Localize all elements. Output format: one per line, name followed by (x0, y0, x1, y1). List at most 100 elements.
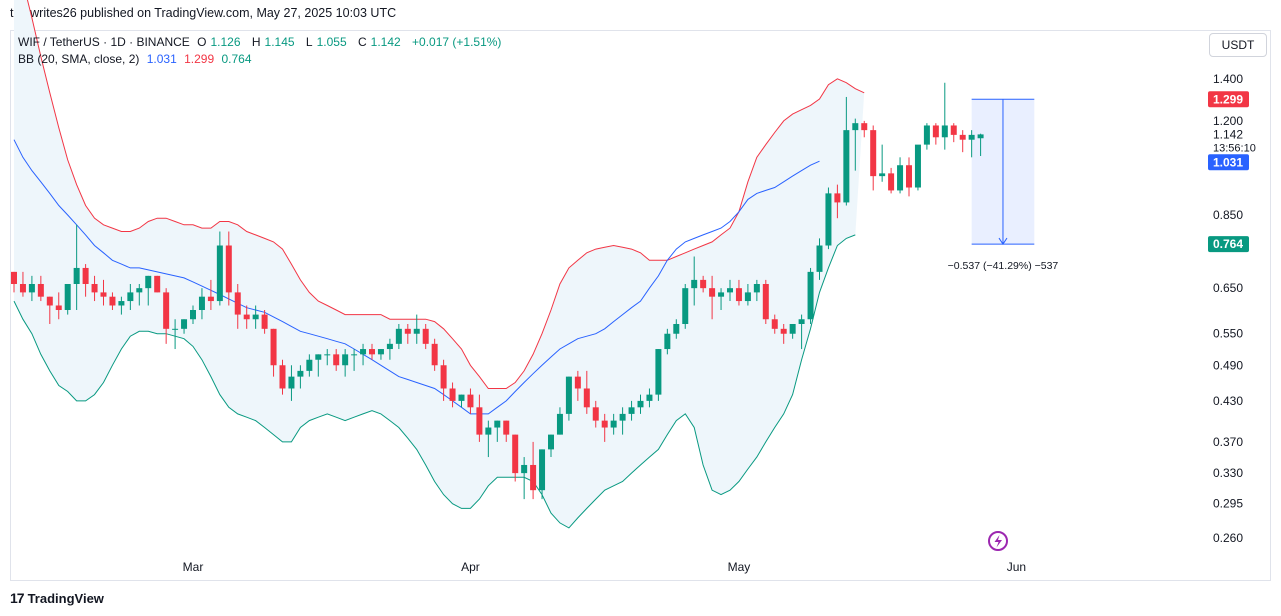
legend-bb-row: BB (20, SMA, close, 2) 1.031 1.299 0.764 (18, 52, 256, 66)
candle-body (932, 125, 939, 138)
candle-body (628, 407, 635, 414)
candle-body (181, 319, 188, 329)
bb-indicator-label[interactable]: BB (20, SMA, close, 2) (18, 52, 140, 66)
candle-body (476, 407, 483, 435)
candle-body (583, 388, 590, 408)
currency-button[interactable]: USDT (1209, 33, 1267, 57)
bb-lower-line (13, 234, 856, 529)
candle-body (342, 354, 349, 366)
open-number: 1.126 (210, 35, 241, 49)
open-value: O 1.126 (197, 35, 244, 49)
candle-body (100, 292, 107, 297)
low-value: L 1.055 (306, 35, 351, 49)
candle-body (279, 365, 286, 389)
candle-body (145, 275, 152, 289)
bb-lower-value: 0.764 (221, 52, 252, 66)
high-number: 1.145 (264, 35, 295, 49)
candle-body (360, 349, 367, 355)
candle-body (422, 328, 429, 344)
chart-frame[interactable] (10, 30, 1271, 581)
y-tick-label: 1.200 (1213, 114, 1243, 128)
candle-body (109, 296, 116, 306)
candle-body (207, 296, 214, 302)
candle-body (91, 283, 98, 293)
low-label: L (305, 35, 313, 49)
candle-body (163, 292, 170, 329)
candle-body (897, 165, 904, 191)
candle-body (601, 420, 608, 428)
price-axis[interactable]: 1.400 1.200 0.850 0.650 0.550 0.490 0.430 0.370… (1213, 72, 1243, 545)
y-tick-label: 0.490 (1213, 358, 1243, 372)
brand-name: TradingView (27, 590, 104, 606)
candle-body (404, 328, 411, 334)
candle-body (73, 267, 80, 284)
candle-body (753, 283, 760, 293)
candle-body (548, 434, 554, 450)
bb-basis-value: 1.031 (146, 52, 177, 66)
candle-body (950, 125, 957, 135)
candle-body (11, 271, 17, 284)
candle-body (172, 328, 179, 330)
candle-body (351, 354, 358, 356)
time-axis[interactable]: Mar Apr May Jun (183, 560, 1026, 574)
candle-body (556, 413, 563, 435)
basis-price-tag: 1.031 (1213, 155, 1243, 169)
candle-body (870, 130, 877, 177)
candle-body (565, 376, 572, 414)
footer-brand[interactable]: 17 TradingView (10, 590, 104, 606)
candle-body (216, 245, 223, 302)
candle-body (440, 365, 447, 389)
low-number: 1.055 (316, 35, 347, 49)
candle-body (136, 288, 143, 293)
candle-body (297, 370, 304, 377)
candle-body (19, 283, 26, 293)
last-price-label: 1.142 (1213, 127, 1243, 141)
candle-body (682, 288, 689, 324)
candle-body (28, 283, 35, 293)
candle-body (64, 283, 71, 310)
lower-price-tag: 0.764 (1213, 237, 1243, 251)
candle-body (610, 420, 617, 428)
candle-body (888, 173, 895, 191)
candle-body (771, 319, 778, 329)
candle-body (834, 193, 841, 203)
bb-basis-line (13, 139, 820, 415)
candle-body (691, 279, 698, 289)
y-tick-label: 0.295 (1213, 497, 1243, 511)
x-tick-label: May (728, 560, 751, 574)
measure-arrow-head (998, 237, 1008, 245)
candle-body (700, 279, 707, 289)
upper-price-tag: 1.299 (1213, 92, 1243, 106)
open-label: O (197, 35, 207, 49)
candle-body (789, 323, 796, 334)
candle-body (494, 420, 501, 428)
candle-body (270, 328, 277, 366)
candle-body (852, 123, 859, 131)
candle-body (816, 245, 823, 272)
candle-body (431, 343, 438, 366)
candle-body (521, 464, 528, 474)
lightning-icon[interactable] (988, 531, 1008, 551)
candle-body (252, 314, 259, 320)
candle-body (646, 394, 653, 401)
measure-tool[interactable]: −0.537 (−41.29%) −537 (948, 98, 1059, 272)
candle-body (485, 427, 492, 435)
candle-body (718, 292, 725, 297)
candle-body (333, 354, 340, 366)
candle-body (637, 400, 644, 408)
candle-body (843, 130, 850, 203)
candle-body (377, 349, 384, 355)
symbol-name[interactable]: WIF / TetherUS · 1D · BINANCE (18, 35, 190, 49)
candle-body (449, 388, 456, 401)
close-label: C (357, 35, 367, 49)
candle-body (941, 125, 948, 138)
candle-body (46, 296, 53, 306)
candle-body (709, 288, 716, 297)
candle-body (37, 283, 44, 297)
candle-body (977, 134, 984, 139)
candle-body (798, 319, 805, 324)
candle-body (55, 305, 62, 310)
candle-body (503, 420, 510, 435)
